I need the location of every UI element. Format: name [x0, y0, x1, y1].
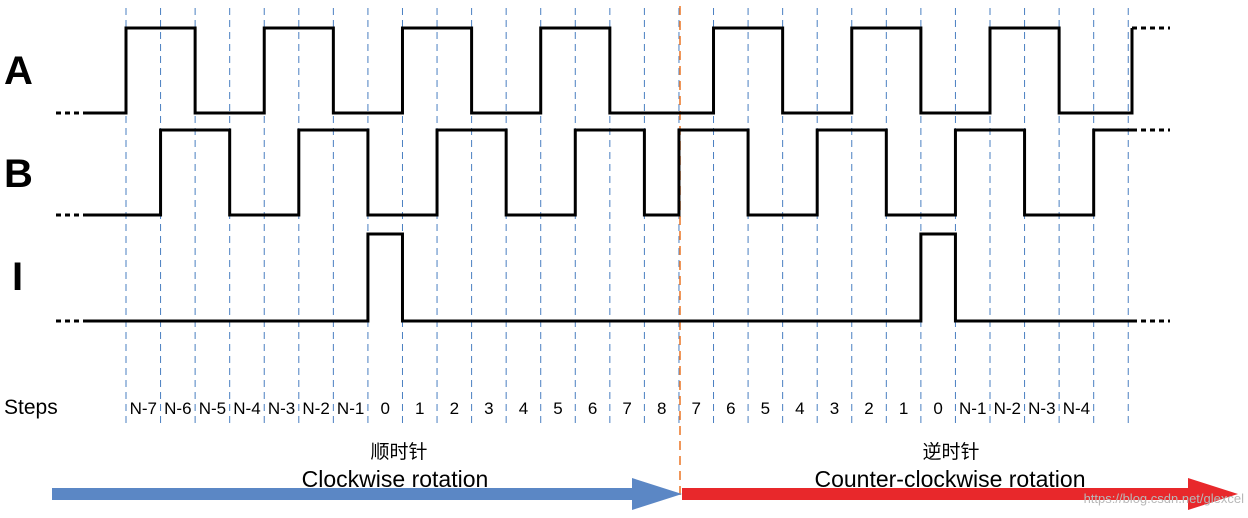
step-label: 8 [657, 399, 666, 418]
signal-label-i: I [12, 255, 23, 299]
step-label: N-1 [337, 399, 364, 418]
step-label: 2 [450, 399, 459, 418]
step-label: 7 [692, 399, 701, 418]
step-label: N-4 [233, 399, 260, 418]
step-label: 6 [726, 399, 735, 418]
step-label: 6 [588, 399, 597, 418]
step-label: N-3 [268, 399, 295, 418]
waveform-a [88, 26, 1134, 115]
step-label: N-6 [164, 399, 191, 418]
counter-clockwise-arrow [682, 478, 1238, 510]
step-label: N-1 [959, 399, 986, 418]
signal-label-b: B [4, 152, 33, 196]
step-label: N-2 [994, 399, 1021, 418]
counter-clockwise-label-en: Counter-clockwise rotation [814, 466, 1085, 492]
clockwise-arrow [52, 478, 682, 510]
signal-label-a: A [4, 49, 33, 93]
step-label: 5 [761, 399, 770, 418]
watermark: https://blog.csdn.net/glexcel [1084, 491, 1245, 506]
waveforms [56, 26, 1170, 323]
step-label: N-4 [1063, 399, 1090, 418]
clockwise-label-cn: 顺时针 [370, 441, 427, 463]
waveform-i [88, 232, 1132, 323]
step-label: 2 [864, 399, 873, 418]
step-label: 7 [622, 399, 631, 418]
step-labels: N-7 N-6 N-5 N-4 N-3 N-2 N-1 0 1 2 3 4 5 6 7 8 7 6 5 4 3 2 1 0 N-… [130, 399, 1091, 418]
step-label: 4 [795, 399, 804, 418]
step-label: N-3 [1028, 399, 1055, 418]
step-label: N-2 [302, 399, 329, 418]
steps-title: Steps [4, 396, 58, 419]
step-label: 4 [519, 399, 528, 418]
clockwise-label-en: Clockwise rotation [302, 466, 489, 492]
step-label: N-5 [199, 399, 226, 418]
step-label: 3 [830, 399, 839, 418]
step-grid-lines [125, 8, 1129, 426]
step-label: 5 [553, 399, 562, 418]
step-label: 1 [415, 399, 424, 418]
step-label: 3 [484, 399, 493, 418]
step-label: 1 [899, 399, 908, 418]
step-label: 0 [933, 399, 942, 418]
waveform-b [88, 128, 1132, 217]
step-label: N-7 [130, 399, 157, 418]
counter-clockwise-label-cn: 逆时针 [922, 441, 979, 463]
step-label: 0 [380, 399, 389, 418]
